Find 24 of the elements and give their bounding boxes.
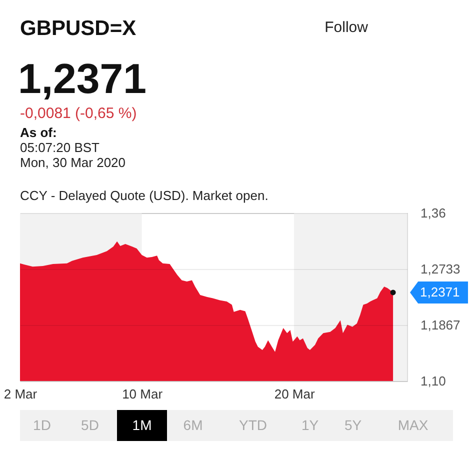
text: 5Y	[344, 417, 362, 433]
text: Follow	[324, 19, 368, 36]
y-tick-label: 1,2733	[420, 262, 460, 277]
text: 6M	[183, 417, 203, 433]
text: MAX	[398, 417, 429, 433]
chart-title: GBPUSD=X	[20, 17, 136, 40]
text: 05:07:20 BST	[20, 140, 100, 155]
y-tick-label: 1,10	[420, 374, 446, 388]
chart-subtitle: 1,2371	[18, 55, 146, 102]
text: CCY - Delayed Quote (USD). Market open.	[20, 188, 268, 203]
text: YTD	[239, 417, 267, 433]
annotation: 1,2371	[420, 284, 460, 300]
text: 1M	[132, 417, 152, 433]
x-tick-label: 20 Mar	[274, 386, 316, 402]
y-tick-label: 1,1867	[420, 317, 460, 332]
text: As of:	[20, 125, 57, 140]
text: 1Y	[301, 417, 320, 433]
text: Mon, 30 Mar 2020	[20, 155, 126, 170]
x-tick-label: 2 Mar	[4, 386, 38, 402]
x-tick-label: 10 Mar	[122, 386, 164, 402]
y-tick-label: 1,36	[420, 206, 446, 220]
text: 1D	[33, 417, 51, 433]
text: -0,0081 (-0,65 %)	[20, 105, 137, 122]
text: 5D	[81, 417, 99, 433]
